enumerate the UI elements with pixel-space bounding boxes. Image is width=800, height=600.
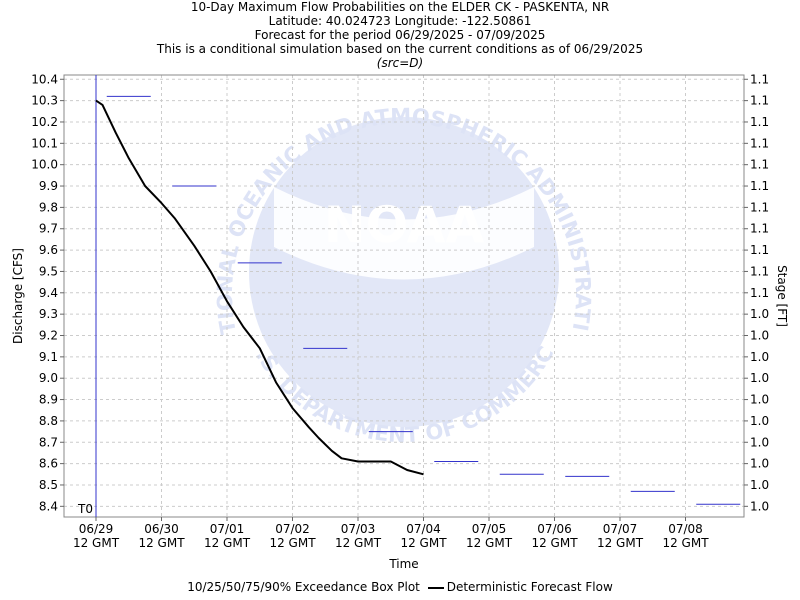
x-tick-sublabel: 12 GMT [335,536,382,550]
y-tick-label: 8.9 [39,393,58,407]
x-tick-sublabel: 12 GMT [138,536,185,550]
t0-label: T0 [77,502,93,516]
y2-tick-label: 1.0 [750,414,769,428]
watermark-wave [274,187,534,280]
y-tick-label: 8.4 [39,499,58,513]
x-tick-sublabel: 12 GMT [662,536,709,550]
y-tick-label: 9.5 [39,264,58,278]
y2-tick-label: 1.1 [750,136,769,150]
x-tick-sublabel: 12 GMT [466,536,513,550]
y-tick-label: 9.7 [39,222,58,236]
y-tick-label: 10.4 [31,72,58,86]
y-tick-label: 9.0 [39,371,58,385]
y2-tick-label: 1.0 [750,371,769,385]
y2-axis-label: Stage [FT] [775,265,789,327]
x-tick-label: 07/03 [341,522,376,536]
y2-tick-label: 1.1 [750,115,769,129]
t0-marker: T0 [77,75,97,517]
x-tick-sublabel: 12 GMT [73,536,120,550]
y-tick-label: 8.5 [39,478,58,492]
x-tick-label: 06/29 [79,522,114,536]
legend-forecast-label: Deterministic Forecast Flow [446,580,613,594]
x-tick-label: 07/05 [472,522,507,536]
x-tick-label: 07/04 [406,522,441,536]
x-tick-label: 07/02 [275,522,310,536]
x-tick-sublabel: 12 GMT [597,536,644,550]
forecast-series [95,99,424,476]
y2-tick-label: 1.0 [750,478,769,492]
legend-boxplot-label: 10/25/50/75/90% Exceedance Box Plot [187,580,420,594]
y2-tick-label: 1.0 [750,307,769,321]
noaa-watermark-logo: NOAANATIONAL OCEANIC AND ATMOSPHERIC ADM… [0,0,595,447]
y-tick-label: 10.0 [31,158,58,172]
y-tick-label: 8.7 [39,435,58,449]
y-axis-left: 10.4 10.3 10.2 10.1 10.0 9.9 9.8 9.7 9.6 9.5 9.4 9.… [31,72,64,513]
exceedance-boxplots [106,95,741,505]
y2-tick-label: 1.0 [750,350,769,364]
y-tick-label: 9.4 [39,286,58,300]
y2-tick-label: 1.1 [750,179,769,193]
x-tick-label: 07/08 [668,522,703,536]
y2-tick-label: 1.1 [750,94,769,108]
y-tick-label: 9.8 [39,200,58,214]
y2-tick-label: 1.1 [750,72,769,86]
chart-location: Latitude: 40.024723 Longitude: -122.5086… [268,14,532,28]
chart-note: This is a conditional simulation based o… [156,42,644,56]
chart-titles: 10-Day Maximum Flow Probabilities on the… [0,0,800,70]
y2-tick-label: 1.0 [750,329,769,343]
y2-tick-label: 1.1 [750,222,769,236]
y2-tick-label: 1.0 [750,393,769,407]
y-tick-label: 9.6 [39,243,58,257]
y2-tick-label: 1.1 [750,286,769,300]
y2-tick-label: 1.1 [750,264,769,278]
x-tick-label: 06/30 [144,522,179,536]
y-tick-label: 10.3 [31,94,58,108]
chart-period: Forecast for the period 06/29/2025 - 07/… [254,28,546,42]
y2-tick-label: 1.1 [750,158,769,172]
y-tick-label: 8.8 [39,414,58,428]
y2-tick-label: 1.0 [750,457,769,471]
y2-tick-label: 1.1 [750,243,769,257]
x-tick-label: 07/07 [603,522,638,536]
chart-legend: 10/25/50/75/90% Exceedance Box Plot Dete… [0,580,800,594]
chart-title: 10-Day Maximum Flow Probabilities on the… [190,0,610,14]
y-tick-label: 8.6 [39,457,58,471]
y-tick-label: 9.3 [39,307,58,321]
x-tick-sublabel: 12 GMT [400,536,447,550]
y2-tick-label: 1.0 [750,499,769,513]
plot-frame [63,74,745,518]
chart-source: (src=D) [376,56,424,70]
legend-forecast-swatch [427,586,444,589]
y-tick-label: 9.1 [39,350,58,364]
y-axis-label: Discharge [CFS] [11,248,25,344]
y-axis-right: 1.1 1.1 1.1 1.1 1.1 1.1 1.1 1.1 1.1 1.1 1.1 1.0 1.0 1… [744,72,769,513]
x-tick-sublabel: 12 GMT [269,536,316,550]
x-tick-label: 07/01 [210,522,245,536]
y2-tick-label: 1.0 [750,435,769,449]
y2-tick-label: 1.1 [750,200,769,214]
x-tick-label: 07/06 [537,522,572,536]
x-tick-sublabel: 12 GMT [531,536,578,550]
x-axis-label: Time [388,557,418,571]
y-tick-label: 9.9 [39,179,58,193]
forecast-line [95,99,424,476]
y-tick-label: 10.2 [31,115,58,129]
y-tick-label: 9.2 [39,329,58,343]
x-tick-sublabel: 12 GMT [204,536,251,550]
y-tick-label: 10.1 [31,136,58,150]
watermark-logo-text: NOAA [324,196,485,254]
